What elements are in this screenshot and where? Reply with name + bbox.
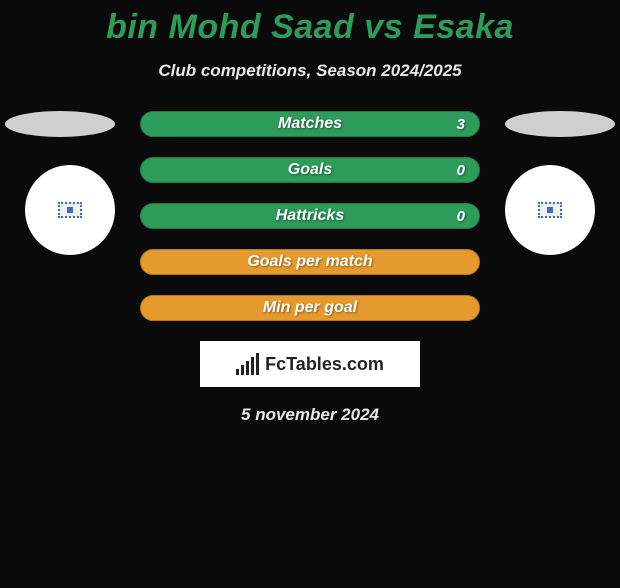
stat-row-min-per-goal: Min per goal (140, 295, 480, 321)
stat-label: Goals (288, 161, 332, 179)
left-player-ellipse (5, 111, 115, 137)
logo-bars-icon (236, 353, 259, 375)
stat-label: Matches (278, 115, 342, 133)
stat-value: 0 (457, 208, 465, 225)
stat-row-goals: Goals 0 (140, 157, 480, 183)
right-player-badge (505, 165, 595, 255)
stat-row-matches: Matches 3 (140, 111, 480, 137)
stat-label: Goals per match (247, 253, 372, 271)
fctables-logo: FcTables.com (200, 341, 420, 387)
page-subtitle: Club competitions, Season 2024/2025 (0, 61, 620, 81)
flag-placeholder-icon (58, 202, 82, 218)
comparison-area: Matches 3 Goals 0 Hattricks 0 Goals per … (0, 111, 620, 321)
stat-value: 0 (457, 162, 465, 179)
left-player-badge (25, 165, 115, 255)
stat-row-hattricks: Hattricks 0 (140, 203, 480, 229)
right-player-ellipse (505, 111, 615, 137)
stat-value: 3 (457, 116, 465, 133)
stats-list: Matches 3 Goals 0 Hattricks 0 Goals per … (140, 111, 480, 321)
logo-text: FcTables.com (265, 354, 384, 375)
stat-row-goals-per-match: Goals per match (140, 249, 480, 275)
stat-label: Min per goal (263, 299, 357, 317)
footer-date: 5 november 2024 (0, 405, 620, 425)
page-title: bin Mohd Saad vs Esaka (0, 8, 620, 47)
stat-label: Hattricks (276, 207, 344, 225)
flag-placeholder-icon (538, 202, 562, 218)
